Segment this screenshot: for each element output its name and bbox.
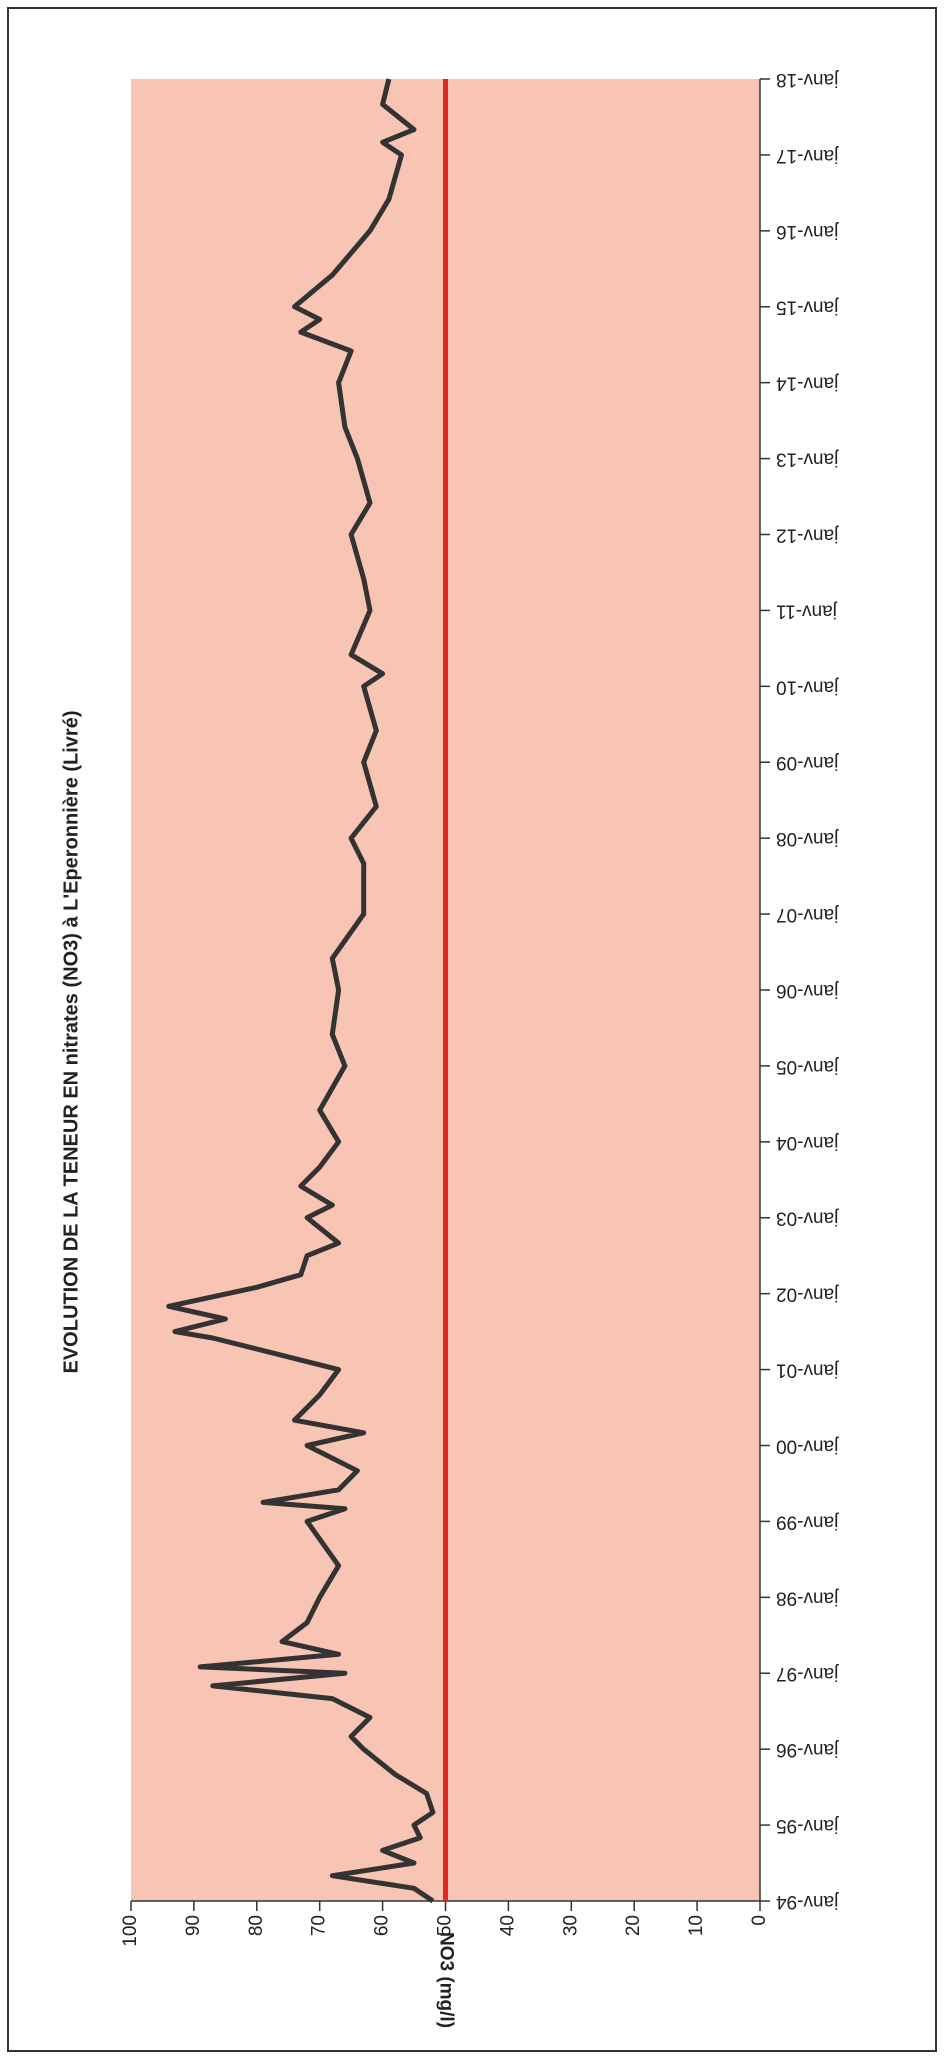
y-tick-label: 90 bbox=[183, 1915, 204, 1936]
x-tick-label: janv-10 bbox=[776, 676, 839, 697]
y-tick-label: 70 bbox=[309, 1915, 330, 1936]
x-tick-label: janv-16 bbox=[776, 221, 839, 242]
x-tick-label: janv-02 bbox=[776, 1284, 839, 1305]
y-tick-label: 80 bbox=[246, 1915, 267, 1936]
x-tick-label: janv-00 bbox=[776, 1435, 839, 1456]
x-tick-label: janv-12 bbox=[776, 524, 839, 545]
x-tick-label: janv-03 bbox=[776, 1208, 839, 1229]
x-tick-label: janv-18 bbox=[776, 69, 839, 90]
x-tick-label: janv-13 bbox=[776, 449, 839, 470]
x-tick-label: janv-17 bbox=[776, 145, 839, 166]
x-tick-label: janv-96 bbox=[776, 1739, 839, 1760]
y-tick-label: 20 bbox=[623, 1915, 644, 1936]
x-tick-label: janv-95 bbox=[776, 1815, 839, 1836]
x-tick-label: janv-97 bbox=[776, 1663, 839, 1684]
x-tick-label: janv-14 bbox=[776, 373, 840, 394]
x-tick-label: janv-09 bbox=[776, 752, 839, 773]
x-tick-label: janv-94 bbox=[776, 1891, 840, 1912]
rotated-chart: EVOLUTION DE LA TENEUR EN nitrates (NO3)… bbox=[60, 69, 839, 2028]
x-tick-label: janv-08 bbox=[776, 828, 839, 849]
x-tick-label: janv-05 bbox=[776, 1056, 839, 1077]
y-tick-label: 60 bbox=[372, 1915, 393, 1936]
y-tick-label: 40 bbox=[497, 1915, 518, 1936]
y-tick-label: 50 bbox=[435, 1915, 456, 1936]
data-line bbox=[166, 78, 436, 1904]
y-tick-label: 30 bbox=[560, 1915, 581, 1936]
x-tick-label: janv-01 bbox=[776, 1360, 839, 1381]
y-tick-label: 100 bbox=[120, 1915, 141, 1947]
y-axis-label: NO3 (mg/l) bbox=[435, 1932, 456, 2028]
y-tick-label: 0 bbox=[749, 1915, 770, 1926]
x-tick-label: janv-99 bbox=[776, 1511, 839, 1532]
x-tick-label: janv-06 bbox=[776, 980, 839, 1001]
frame bbox=[7, 7, 937, 2052]
x-tick-label: janv-15 bbox=[776, 297, 839, 318]
chart-title: EVOLUTION DE LA TENEUR EN nitrates (NO3)… bbox=[60, 711, 82, 1374]
x-tick-label: janv-04 bbox=[776, 1132, 840, 1153]
x-tick-label: janv-07 bbox=[776, 904, 839, 925]
y-tick-label: 10 bbox=[686, 1915, 707, 1936]
x-tick-label: janv-98 bbox=[776, 1587, 839, 1608]
x-tick-label: janv-11 bbox=[776, 600, 838, 621]
